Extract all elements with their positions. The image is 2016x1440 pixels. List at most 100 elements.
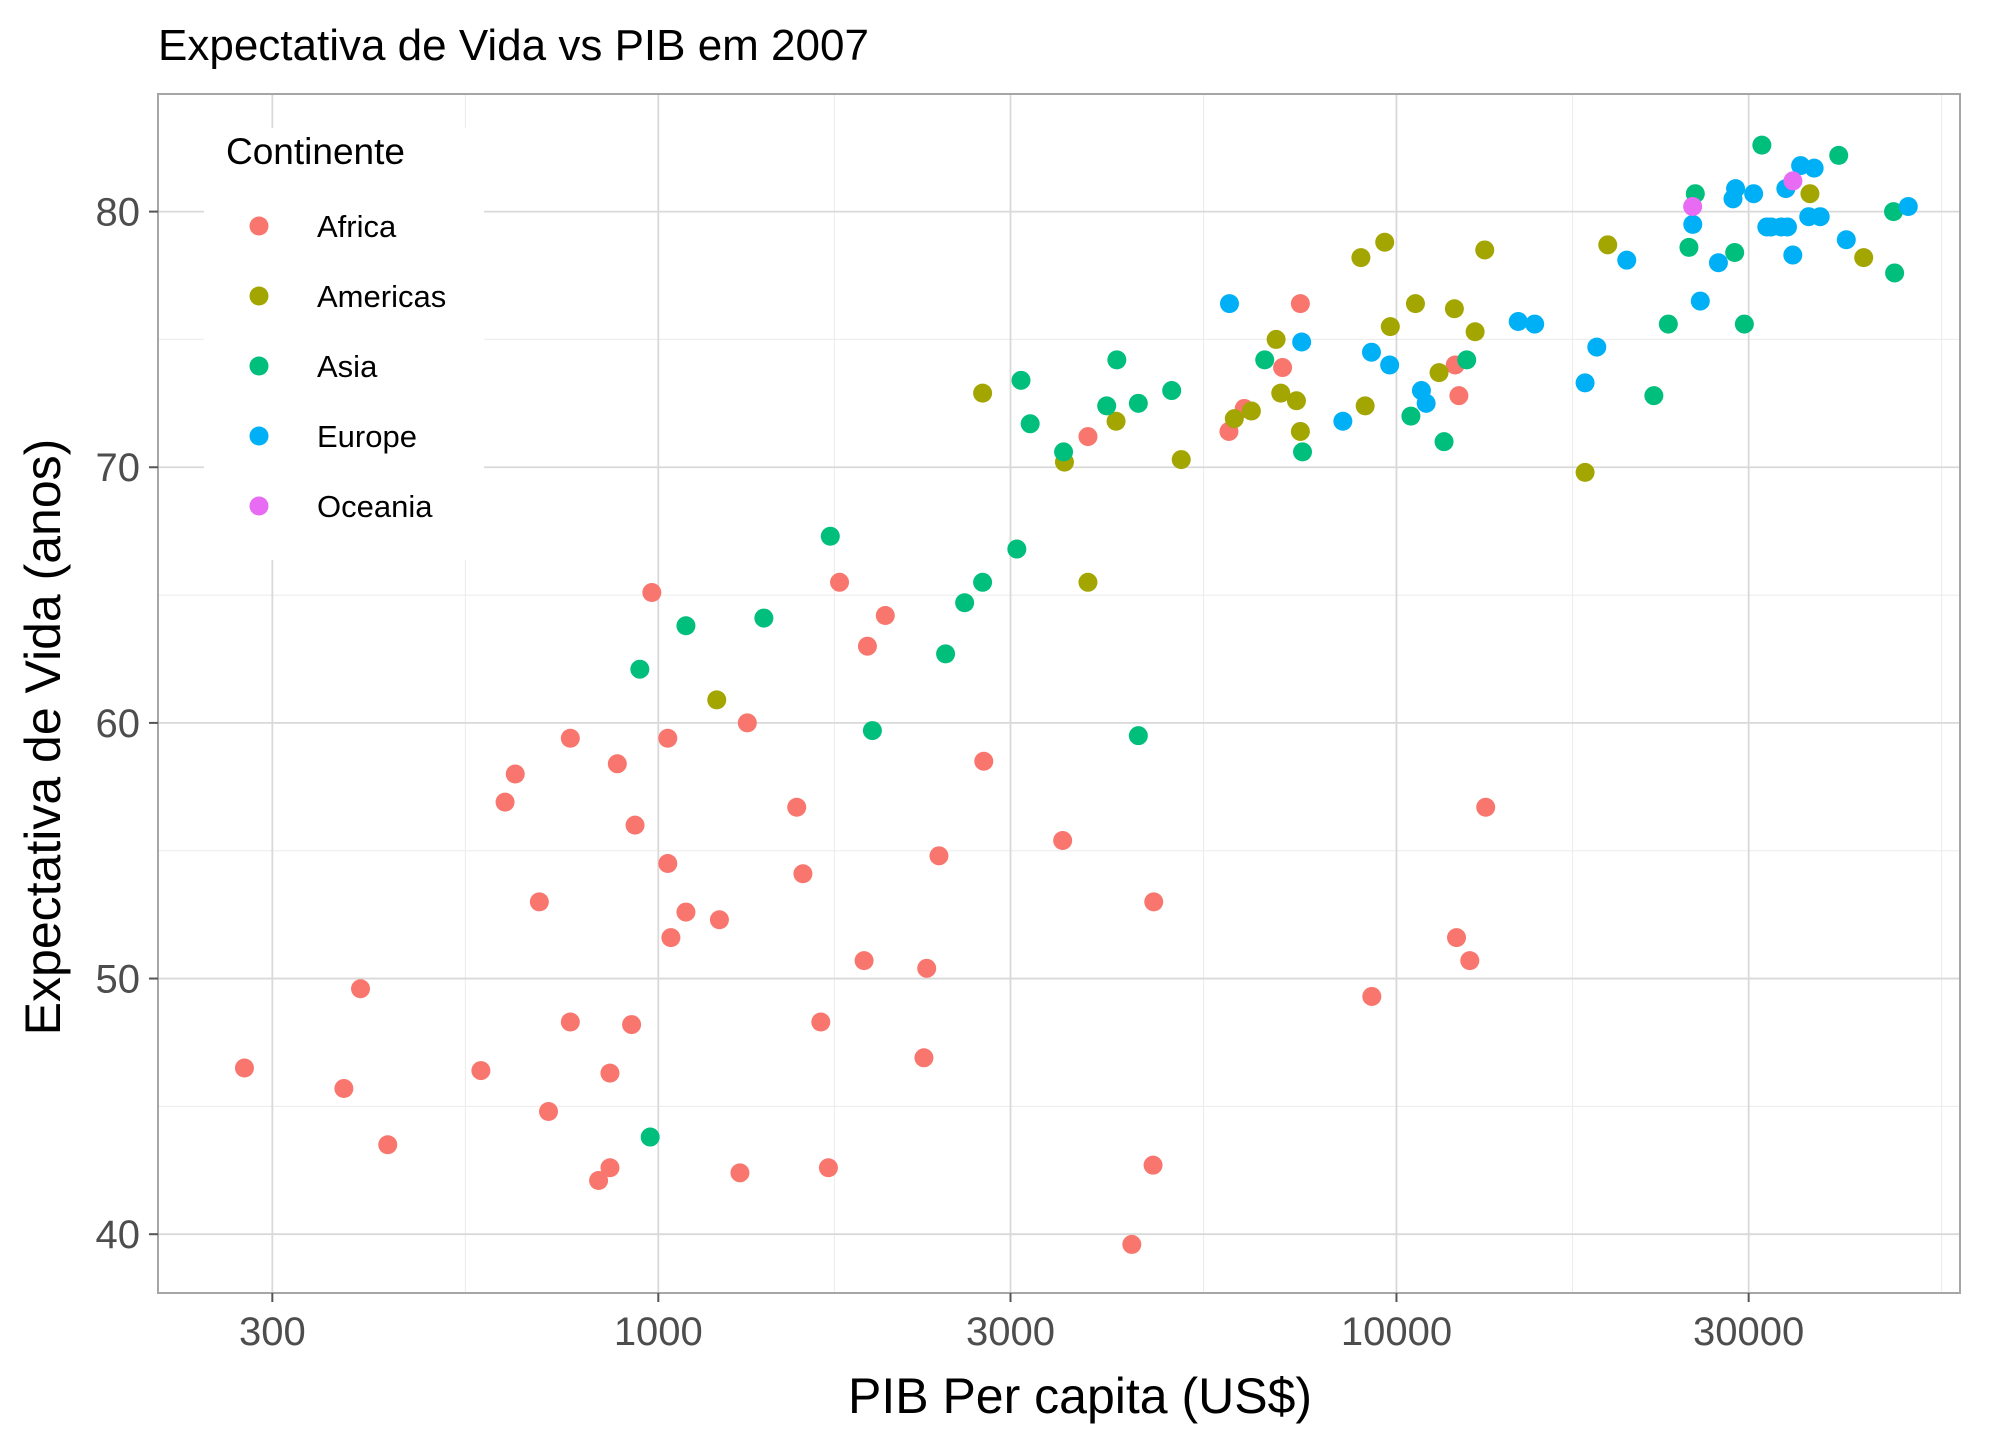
legend-label: Asia	[317, 349, 378, 384]
data-point	[1683, 214, 1703, 234]
data-point	[1898, 196, 1918, 216]
data-point	[929, 846, 949, 866]
data-point	[1726, 179, 1746, 199]
y-axis-title: Expectativa de Vida (anos)	[15, 439, 71, 1036]
grid	[158, 94, 1960, 1293]
data-point	[1078, 572, 1098, 592]
data-point	[973, 383, 993, 403]
data-point	[589, 1171, 609, 1191]
data-point	[1475, 240, 1495, 260]
data-point	[1434, 432, 1454, 452]
data-point	[1224, 409, 1244, 429]
data-point	[707, 690, 727, 710]
data-point	[640, 1127, 660, 1147]
data-point	[1171, 450, 1191, 470]
legend-label: Europe	[317, 419, 417, 454]
y-tick-label: 40	[96, 1213, 141, 1257]
chart-title: Expectativa de Vida vs PIB em 2007	[158, 21, 869, 70]
data-point	[857, 636, 877, 656]
data-point	[471, 1061, 491, 1081]
data-point	[1757, 217, 1777, 237]
data-point	[1097, 396, 1117, 416]
y-tick-label: 50	[96, 958, 141, 1002]
x-tick-label: 1000	[614, 1310, 703, 1354]
panel-border	[157, 93, 1961, 1294]
data-point	[1525, 314, 1545, 334]
data-point	[1644, 386, 1664, 406]
series-americas	[707, 184, 1874, 710]
data-point	[820, 526, 840, 546]
legend-key	[249, 426, 269, 446]
data-point	[1007, 539, 1027, 559]
data-point	[630, 659, 650, 679]
data-point	[1416, 393, 1436, 413]
data-point	[495, 792, 515, 812]
data-point	[622, 1015, 642, 1035]
data-point	[1107, 350, 1127, 370]
data-point	[1777, 217, 1797, 237]
data-point	[334, 1078, 354, 1098]
data-point	[917, 958, 937, 978]
data-point	[1271, 383, 1291, 403]
data-point	[1429, 363, 1449, 383]
data-point	[600, 1158, 620, 1178]
data-point	[875, 606, 895, 626]
legend-item-africa: Africa	[249, 209, 397, 244]
data-point	[1143, 1155, 1163, 1175]
data-point	[1290, 294, 1310, 314]
data-point	[811, 1012, 831, 1032]
legend-item-europe: Europe	[249, 419, 417, 454]
y-tick-label: 80	[96, 191, 141, 235]
data-point	[1508, 312, 1528, 332]
data-point	[1725, 243, 1745, 263]
data-point	[1734, 314, 1754, 334]
x-tick-label: 300	[239, 1310, 306, 1354]
legend-label: Americas	[317, 279, 446, 314]
legend: Continente Africa Americas Asia Europe Ocean…	[204, 128, 484, 560]
data-point	[1020, 414, 1040, 434]
x-tick-label: 30000	[1693, 1310, 1804, 1354]
data-point	[1078, 427, 1098, 447]
data-point	[709, 910, 729, 930]
legend-key	[249, 286, 269, 306]
data-point	[676, 616, 696, 636]
data-point	[793, 864, 813, 884]
data-point	[1405, 294, 1425, 314]
data-point	[1106, 411, 1126, 431]
data-point	[560, 728, 580, 748]
data-point	[1884, 202, 1904, 222]
data-point	[1783, 245, 1803, 265]
data-point	[1361, 342, 1381, 362]
data-point	[1708, 253, 1728, 273]
data-point	[1128, 726, 1148, 746]
data-point	[1219, 294, 1239, 314]
data-point	[754, 608, 774, 628]
data-point	[1679, 237, 1699, 257]
data-point	[1810, 207, 1830, 227]
data-point	[658, 854, 678, 874]
data-point	[1836, 230, 1856, 250]
data-point	[1401, 406, 1421, 426]
data-point	[1744, 184, 1764, 204]
data-point	[1355, 396, 1375, 416]
data-point	[974, 751, 994, 771]
data-point	[737, 713, 757, 733]
data-point	[1854, 248, 1874, 268]
data-point	[1683, 196, 1703, 216]
legend-items: Africa Americas Asia Europe Oceania	[249, 209, 446, 524]
series-asia	[630, 135, 1905, 1147]
data-point	[1380, 317, 1400, 337]
data-point	[1476, 797, 1496, 817]
data-point	[1465, 322, 1485, 342]
data-point	[1128, 393, 1148, 413]
y-axis: 40 50 60 70 80	[96, 191, 158, 1257]
data-point	[1351, 248, 1371, 268]
data-point	[1449, 386, 1469, 406]
y-tick-label: 60	[96, 702, 141, 746]
data-point	[1447, 928, 1467, 948]
data-point	[914, 1048, 934, 1068]
data-point	[1122, 1234, 1142, 1254]
data-point	[1011, 370, 1031, 390]
data-point	[351, 979, 371, 999]
